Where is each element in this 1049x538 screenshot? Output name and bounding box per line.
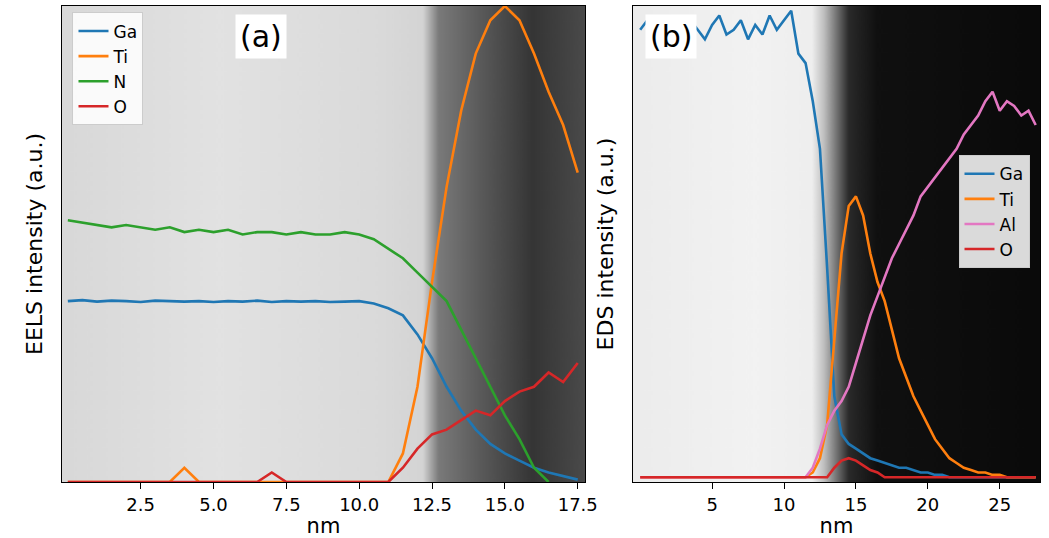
svg-text:Ga: Ga xyxy=(113,22,137,42)
svg-text:12.5: 12.5 xyxy=(412,494,452,515)
svg-text:EELS intensity (a.u.): EELS intensity (a.u.) xyxy=(22,133,47,355)
svg-text:2.5: 2.5 xyxy=(126,494,155,515)
svg-text:(a): (a) xyxy=(240,19,282,54)
svg-text:17.5: 17.5 xyxy=(558,494,598,515)
svg-text:N: N xyxy=(113,72,126,92)
svg-text:7.5: 7.5 xyxy=(272,494,301,515)
svg-text:15.0: 15.0 xyxy=(485,494,525,515)
svg-text:20: 20 xyxy=(916,494,939,515)
svg-text:5: 5 xyxy=(706,494,717,515)
svg-text:nm: nm xyxy=(820,514,854,538)
svg-text:10.0: 10.0 xyxy=(339,494,379,515)
svg-text:EDS intensity (a.u.): EDS intensity (a.u.) xyxy=(593,138,618,351)
svg-text:nm: nm xyxy=(307,514,341,538)
svg-text:O: O xyxy=(113,97,126,117)
svg-text:5.0: 5.0 xyxy=(199,494,228,515)
svg-text:Ga: Ga xyxy=(1000,164,1024,184)
svg-text:Al: Al xyxy=(1000,215,1016,235)
svg-text:O: O xyxy=(1000,240,1013,260)
svg-text:15: 15 xyxy=(844,494,867,515)
svg-text:(b): (b) xyxy=(650,19,692,54)
svg-text:25: 25 xyxy=(988,494,1011,515)
svg-text:10: 10 xyxy=(773,494,796,515)
svg-text:Ti: Ti xyxy=(999,190,1015,210)
svg-text:Ti: Ti xyxy=(112,47,128,67)
